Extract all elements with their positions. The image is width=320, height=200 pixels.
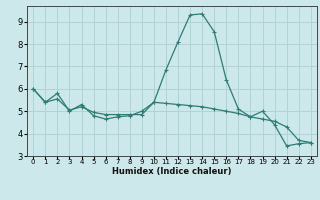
X-axis label: Humidex (Indice chaleur): Humidex (Indice chaleur) [112,167,232,176]
